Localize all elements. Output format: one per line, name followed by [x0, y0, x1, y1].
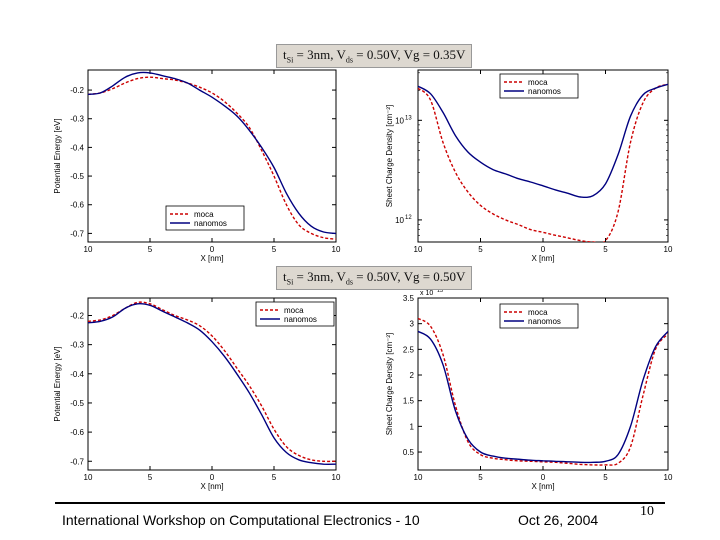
- x-tick-label: 5: [603, 245, 608, 254]
- y-tick-label: 2: [410, 371, 415, 380]
- footer-divider: [55, 502, 665, 504]
- series-line-moca: [418, 317, 668, 466]
- x-tick-label: 10: [664, 473, 673, 482]
- condition-text-2: = 0.50V, Vg = 0.50V: [353, 269, 466, 284]
- y-tick-label: -0.2: [70, 86, 84, 95]
- x-tick-label: 5: [478, 473, 483, 482]
- y-tick-label: -0.2: [70, 311, 84, 320]
- footer-date: Oct 26, 2004: [518, 512, 599, 528]
- x-tick-label: 5: [478, 245, 483, 254]
- y-tick-label: -0.6: [70, 201, 84, 210]
- x-tick-label: 5: [272, 245, 277, 254]
- y-tick-label: 3.5: [403, 294, 415, 303]
- y-tick-label: -0.5: [70, 399, 84, 408]
- tsi-symbol: t: [283, 47, 287, 62]
- y-tick-label: 0.5: [403, 448, 415, 457]
- legend-box: [499, 73, 579, 99]
- y-tick-exponent: 12: [405, 215, 412, 221]
- y-tick-label: 10: [395, 116, 404, 125]
- y-tick-label: -0.6: [70, 428, 84, 437]
- series-line-nanomos: [418, 330, 668, 464]
- condition-text-2: = 0.50V, Vg = 0.35V: [353, 47, 466, 62]
- x-tick-label: 10: [84, 245, 93, 254]
- legend-label-nanomos: nanomos: [194, 219, 227, 228]
- x-axis-label: X [nm]: [531, 254, 554, 263]
- x-tick-label: 0: [541, 245, 546, 254]
- x-tick-label: 0: [210, 245, 215, 254]
- x-tick-label: 10: [414, 245, 423, 254]
- y-exponent-label: x 10: [420, 290, 433, 297]
- series-line-nanomos: [418, 83, 668, 199]
- series-line-nanomos: [88, 302, 336, 465]
- x-tick-label: 0: [541, 473, 546, 482]
- x-tick-label: 10: [664, 245, 673, 254]
- legend-label-moca: moca: [194, 210, 214, 219]
- x-tick-label: 5: [148, 245, 153, 254]
- tsi-subscript: Si: [286, 55, 294, 65]
- y-tick-label: -0.4: [70, 370, 84, 379]
- y-tick-label: -0.4: [70, 143, 84, 152]
- y-tick-label: -0.3: [70, 341, 84, 350]
- series-line-moca: [418, 83, 668, 242]
- y-tick-label: -0.7: [70, 457, 84, 466]
- y-tick-label: 1.5: [403, 397, 415, 406]
- x-tick-label: 5: [272, 473, 277, 482]
- page-number: 10: [640, 504, 654, 519]
- condition-label-top: tSi = 3nm, Vds = 0.50V, Vg = 0.35V: [276, 44, 473, 68]
- y-tick-label: 1: [410, 422, 415, 431]
- chart-panel-1: 10 5 0 5 10 X [nm] -0.7 -0.6 -0.5 -0.4 -0.3 -0.2 Pot…: [53, 69, 341, 263]
- legend-box: [255, 301, 335, 327]
- y-tick-label: 10: [395, 216, 404, 225]
- legend-box: [499, 303, 579, 329]
- legend-label-nanomos: nanomos: [528, 317, 561, 326]
- x-tick-label: 10: [414, 473, 423, 482]
- y-axis-label: Potential Energy [eV]: [53, 118, 62, 193]
- condition-label-bottom: tSi = 3nm, Vds = 0.50V, Vg = 0.50V: [276, 266, 473, 290]
- y-tick-label: 2.5: [403, 345, 415, 354]
- y-tick-label: -0.3: [70, 115, 84, 124]
- tsi-symbol: t: [283, 269, 287, 284]
- x-tick-label: 0: [210, 473, 215, 482]
- y-axis-label: Sheet Charge Density [cm⁻²]: [385, 333, 394, 435]
- chart-panel-4: 10 5 0 5 10 X [nm] 0.5 1 1.5 2 2.5 3 3.5 x 10 13 Sheet …: [385, 288, 673, 491]
- x-tick-label: 5: [603, 473, 608, 482]
- series-line-nanomos: [88, 71, 336, 235]
- y-axis-label: Potential Energy [eV]: [53, 346, 62, 421]
- tsi-subscript: Si: [286, 277, 294, 287]
- condition-text-1: = 3nm, V: [293, 269, 346, 284]
- legend-label-moca: moca: [528, 308, 548, 317]
- legend-label-moca: moca: [528, 78, 548, 87]
- legend-box: [165, 205, 245, 231]
- condition-text-1: = 3nm, V: [293, 47, 346, 62]
- vds-subscript: ds: [345, 55, 354, 65]
- legend-label-nanomos: nanomos: [528, 87, 561, 96]
- y-exponent-power: 13: [437, 288, 443, 294]
- y-tick-exponent: 13: [405, 115, 412, 121]
- y-tick-label: -0.5: [70, 172, 84, 181]
- vds-subscript: ds: [345, 277, 354, 287]
- legend-label-nanomos: nanomos: [284, 315, 317, 324]
- y-axis-label: Sheet Charge Density [cm⁻²]: [385, 105, 394, 207]
- legend-label-moca: moca: [284, 306, 304, 315]
- x-tick-label: 10: [332, 473, 341, 482]
- x-axis-label: X [nm]: [200, 254, 223, 263]
- x-tick-label: 10: [84, 473, 93, 482]
- x-tick-label: 10: [332, 245, 341, 254]
- footer-workshop: International Workshop on Computational …: [62, 512, 420, 528]
- x-axis-label: X [nm]: [531, 482, 554, 491]
- x-tick-label: 5: [148, 473, 153, 482]
- x-axis-label: X [nm]: [200, 482, 223, 491]
- y-tick-label: 3: [410, 320, 415, 329]
- chart-panel-3: 10 5 0 5 10 X [nm] -0.7 -0.6 -0.5 -0.4 -0.3 -0.2 Pot…: [53, 297, 341, 491]
- series-line-moca: [88, 301, 336, 463]
- y-tick-label: -0.7: [70, 229, 84, 238]
